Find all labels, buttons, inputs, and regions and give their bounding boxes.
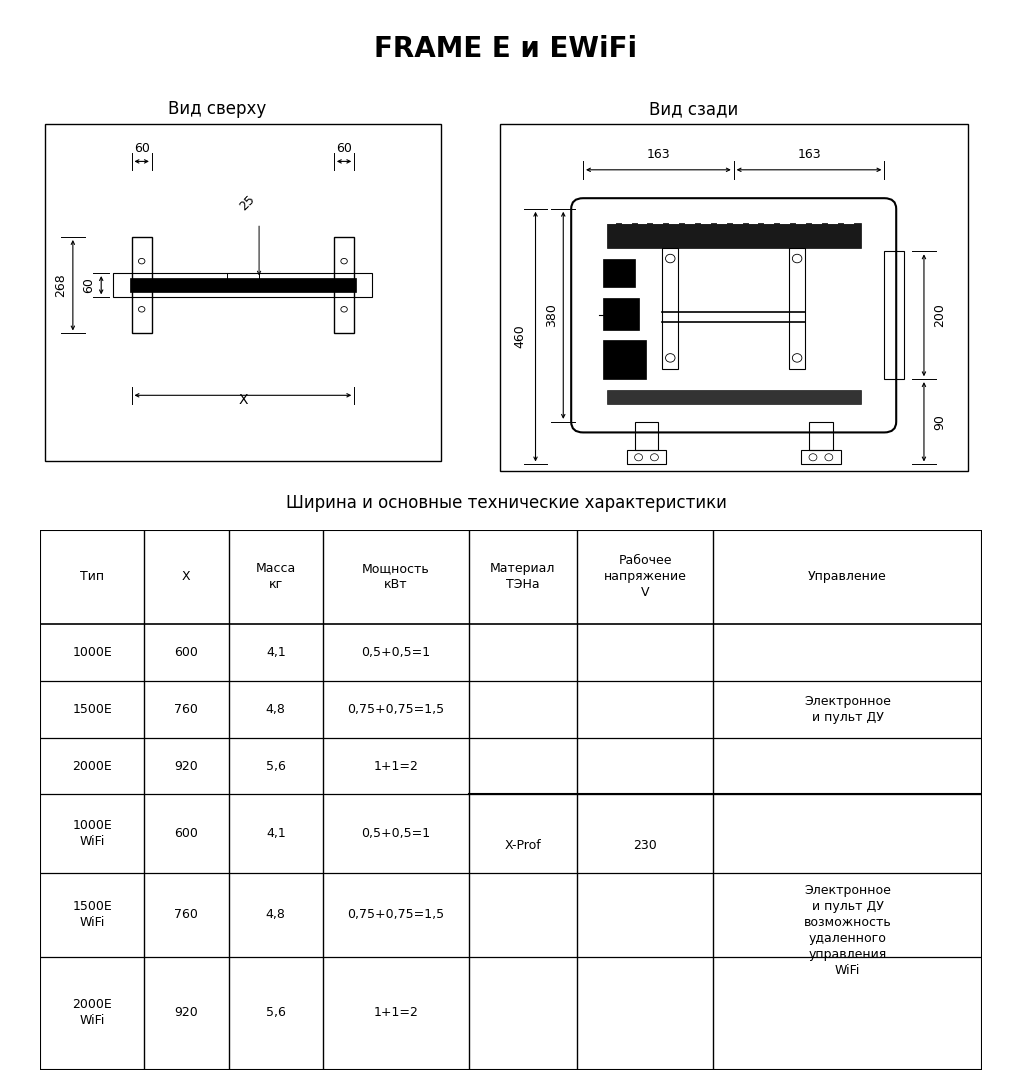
- Text: 1000E: 1000E: [73, 646, 112, 660]
- Bar: [113, 273, 372, 297]
- Text: 90: 90: [932, 414, 945, 430]
- Bar: [789, 248, 805, 369]
- Text: 60: 60: [336, 142, 352, 155]
- Bar: [226, 273, 259, 282]
- Text: 4,8: 4,8: [266, 909, 285, 922]
- Text: 4,1: 4,1: [266, 646, 285, 660]
- Text: 230: 230: [633, 840, 656, 853]
- Text: 60: 60: [83, 277, 95, 293]
- Text: 380: 380: [544, 304, 557, 328]
- Text: 1+1=2: 1+1=2: [373, 760, 418, 773]
- Text: 5,6: 5,6: [266, 1006, 285, 1019]
- Text: 5,6: 5,6: [266, 760, 285, 773]
- Text: 920: 920: [174, 1006, 198, 1019]
- Bar: [607, 223, 859, 248]
- Bar: [603, 341, 646, 379]
- Text: 268: 268: [55, 273, 67, 297]
- Text: Ширина и основные технические характеристики: Ширина и основные технические характерис…: [285, 494, 726, 511]
- Text: 760: 760: [174, 909, 198, 922]
- Bar: [634, 422, 658, 450]
- Text: 1000E
WiFi: 1000E WiFi: [73, 819, 112, 848]
- Text: 4,8: 4,8: [266, 703, 285, 716]
- Text: 0,75+0,75=1,5: 0,75+0,75=1,5: [347, 703, 444, 716]
- Text: 1500E: 1500E: [73, 703, 112, 716]
- Text: 2000E: 2000E: [73, 760, 112, 773]
- Text: 760: 760: [174, 703, 198, 716]
- Text: 0,5+0,5=1: 0,5+0,5=1: [361, 827, 430, 840]
- Text: 460: 460: [513, 324, 526, 348]
- Bar: [607, 390, 859, 404]
- Text: X: X: [182, 570, 190, 583]
- Text: 1+1=2: 1+1=2: [373, 1006, 418, 1019]
- Text: 1500E
WiFi: 1500E WiFi: [73, 900, 112, 929]
- Text: Вид сзади: Вид сзади: [648, 100, 737, 118]
- Text: 600: 600: [174, 827, 198, 840]
- Text: 600: 600: [174, 646, 198, 660]
- Text: Мощность
кВт: Мощность кВт: [362, 562, 430, 592]
- Text: Тип: Тип: [80, 570, 104, 583]
- Text: Управление: Управление: [808, 570, 886, 583]
- Text: Масса
кг: Масса кг: [256, 562, 295, 592]
- Bar: [603, 298, 638, 330]
- Text: Электронное
и пульт ДУ: Электронное и пульт ДУ: [804, 695, 890, 724]
- Text: FRAME E и EWiFi: FRAME E и EWiFi: [374, 35, 637, 63]
- Text: Электронное
и пульт ДУ
возможность
удаленного
управления
WiFi: Электронное и пульт ДУ возможность удале…: [803, 885, 891, 977]
- Text: Вид сверху: Вид сверху: [168, 100, 267, 118]
- Text: 60: 60: [133, 142, 150, 155]
- Text: 920: 920: [174, 760, 198, 773]
- Text: X: X: [238, 393, 248, 407]
- Text: Рабочее
напряжение
V: Рабочее напряжение V: [604, 555, 685, 600]
- Bar: [626, 450, 665, 464]
- Text: 4,1: 4,1: [266, 827, 285, 840]
- Text: 163: 163: [646, 147, 669, 161]
- Text: 0,75+0,75=1,5: 0,75+0,75=1,5: [347, 909, 444, 922]
- Text: X-Prof: X-Prof: [503, 840, 541, 853]
- Text: 2000E
WiFi: 2000E WiFi: [73, 998, 112, 1026]
- Bar: [334, 237, 354, 333]
- Bar: [801, 450, 840, 464]
- Text: 0,5+0,5=1: 0,5+0,5=1: [361, 646, 430, 660]
- Bar: [129, 278, 356, 293]
- Text: Материал
ТЭНа: Материал ТЭНа: [489, 562, 555, 592]
- Bar: [131, 237, 152, 333]
- Bar: [808, 422, 832, 450]
- Text: 163: 163: [797, 147, 820, 161]
- Text: 25: 25: [237, 192, 257, 213]
- Bar: [884, 251, 903, 379]
- Bar: [662, 248, 677, 369]
- Bar: [603, 259, 634, 287]
- Text: 200: 200: [932, 304, 945, 328]
